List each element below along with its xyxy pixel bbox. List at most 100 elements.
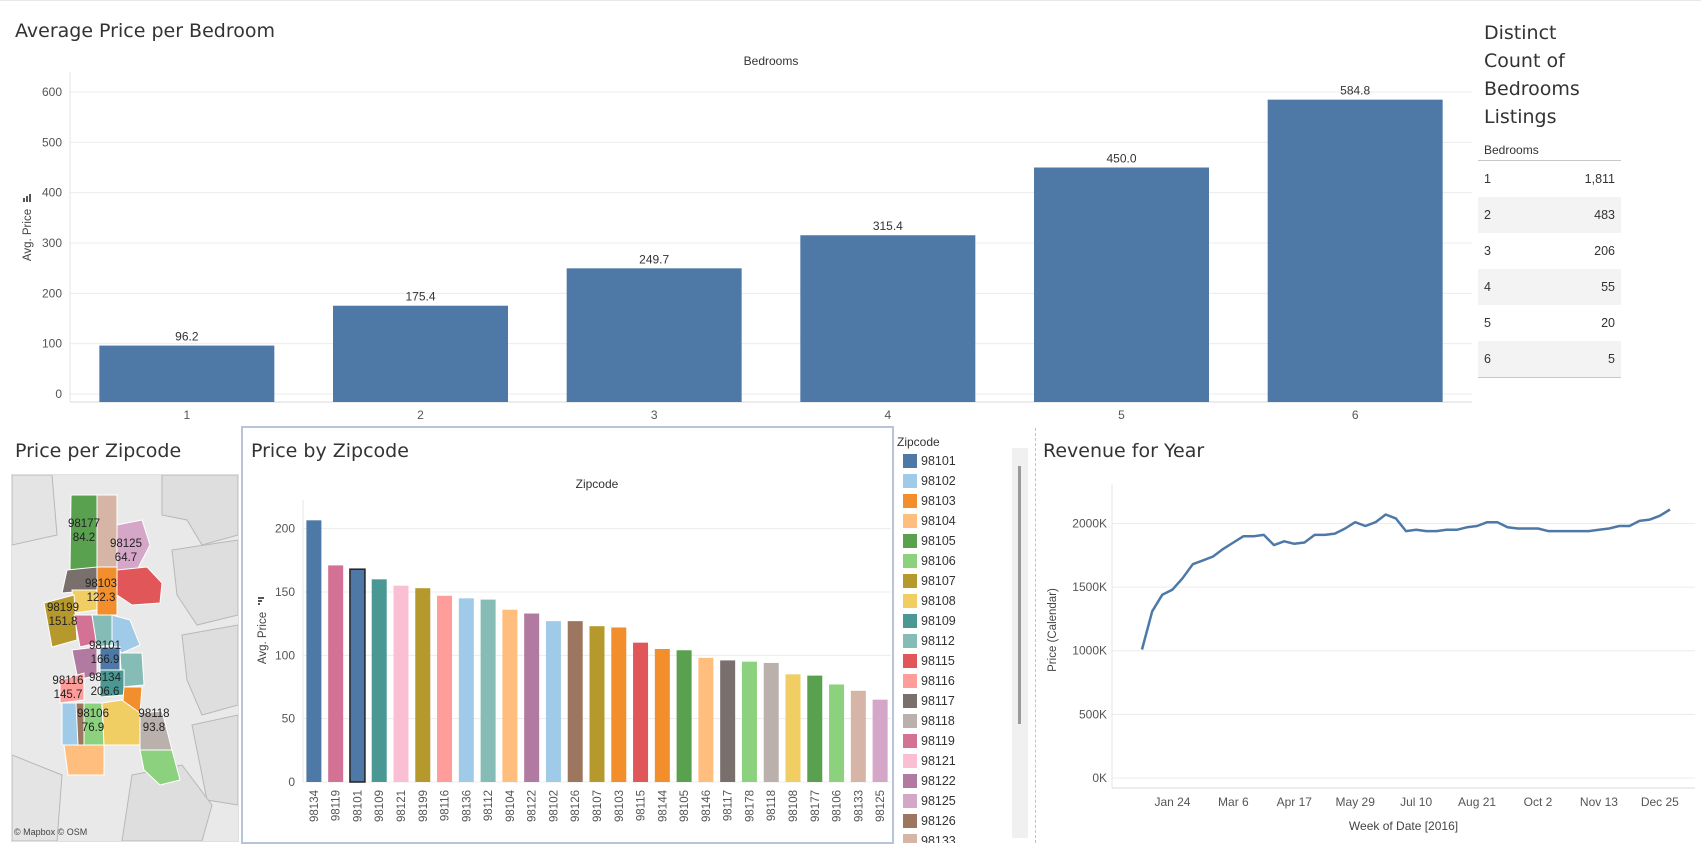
map-label-zip: 98106	[77, 708, 109, 720]
x-tick-label: Apr 17	[1277, 795, 1313, 809]
legend-item[interactable]: 98103	[897, 491, 1015, 511]
map-label-value: 145.7	[54, 689, 83, 701]
legend-label: 98105	[921, 534, 956, 548]
zip-region[interactable]	[59, 672, 85, 704]
map-label-value: 206.6	[91, 686, 120, 698]
x-tick-label: Aug 21	[1458, 795, 1496, 809]
legend-swatch	[903, 474, 917, 488]
legend-swatch	[903, 494, 917, 508]
data-label: 584.8	[1340, 84, 1370, 98]
legend-item[interactable]: 98104	[897, 511, 1015, 531]
bar	[763, 662, 779, 782]
table-row[interactable]: 3 206	[1478, 233, 1621, 269]
x-tick-label: 6	[1352, 408, 1359, 422]
bar	[437, 595, 453, 782]
table-row[interactable]: 5 20	[1478, 305, 1621, 341]
legend-swatch	[903, 754, 917, 768]
sort-icon	[29, 194, 31, 202]
legend-scroll-thumb[interactable]	[1018, 466, 1021, 724]
legend-item[interactable]: 98101	[897, 451, 1015, 471]
zip-region[interactable]	[116, 519, 151, 574]
bar	[741, 661, 757, 782]
bar	[800, 235, 976, 402]
legend-item[interactable]: 98112	[897, 631, 1015, 651]
legend-item[interactable]: 98109	[897, 611, 1015, 631]
map-label-zip: 98118	[138, 708, 169, 720]
zip-region[interactable]	[63, 744, 105, 776]
bar	[480, 599, 496, 782]
legend-title: Zipcode	[897, 435, 940, 449]
x-tick-label: 98106	[832, 790, 844, 822]
x-tick-label: 98121	[396, 790, 408, 822]
legend-item[interactable]: 98102	[897, 471, 1015, 491]
data-label: 315.4	[873, 219, 903, 233]
sort-icon	[23, 198, 25, 202]
x-tick-label: 98178	[744, 790, 756, 822]
x-tick-label: 98107	[592, 790, 604, 822]
bar	[611, 627, 627, 782]
zipcode-map[interactable]: 98177 84.2 98125 64.7 98103 122.3 98199 …	[11, 474, 239, 842]
legend-item[interactable]: 98105	[897, 531, 1015, 551]
x-tick-label: 4	[884, 408, 891, 422]
legend-item[interactable]: 98115	[897, 651, 1015, 671]
legend-swatch	[903, 794, 917, 808]
x-tick-label: 1	[183, 408, 190, 422]
map-label-zip: 98103	[85, 578, 117, 590]
legend-item[interactable]: 98118	[897, 711, 1015, 731]
table-bottom-rule	[1478, 377, 1621, 378]
legend-swatch	[903, 514, 917, 528]
legend-label: 98133	[921, 834, 956, 843]
zip-region[interactable]	[96, 566, 118, 616]
distinct-title-line: Distinct	[1484, 22, 1557, 44]
bedroom-chart-title: Average Price per Bedroom	[15, 20, 275, 42]
x-tick-label: 98102	[548, 790, 560, 822]
legend-swatch	[903, 634, 917, 648]
legend-item[interactable]: 98106	[897, 551, 1015, 571]
zip-region[interactable]	[43, 594, 78, 648]
zip-region[interactable]	[111, 614, 141, 654]
legend-item[interactable]: 98108	[897, 591, 1015, 611]
legend-swatch	[903, 734, 917, 748]
legend-item[interactable]: 98122	[897, 771, 1015, 791]
legend-item[interactable]: 98125	[897, 791, 1015, 811]
legend-label: 98118	[921, 714, 955, 728]
column-header: Bedrooms	[744, 54, 799, 68]
zip-region[interactable]	[116, 566, 163, 606]
x-tick-label: 98118	[766, 790, 778, 821]
x-tick-label: May 29	[1336, 795, 1376, 809]
legend-item[interactable]: 98119	[897, 731, 1015, 751]
x-tick-label: Dec 25	[1641, 795, 1679, 809]
table-row[interactable]: 4 55	[1478, 269, 1621, 305]
bar	[349, 568, 366, 783]
row-bedrooms: 4	[1484, 280, 1491, 294]
legend-item[interactable]: 98121	[897, 751, 1015, 771]
legend-item[interactable]: 98107	[897, 571, 1015, 591]
legend-item[interactable]: 98126	[897, 811, 1015, 831]
legend-swatch	[903, 774, 917, 788]
bar	[872, 699, 888, 782]
x-tick-label: 98126	[570, 790, 582, 822]
table-row[interactable]: 1 1,811	[1478, 161, 1621, 197]
sort-icon	[26, 196, 28, 202]
legend-item[interactable]: 98116	[897, 671, 1015, 691]
table-row[interactable]: 2 483	[1478, 197, 1621, 233]
legend-item[interactable]: 98117	[897, 691, 1015, 711]
legend-label: 98102	[921, 474, 956, 488]
zip-region[interactable]	[71, 646, 98, 681]
map-label-zip: 98134	[89, 672, 122, 684]
bar	[393, 585, 409, 782]
data-label: 175.4	[405, 290, 435, 304]
map-canvas: 98177 84.2 98125 64.7 98103 122.3 98199 …	[12, 475, 238, 841]
y-tick-label: 500	[42, 135, 62, 149]
map-attribution: © Mapbox © OSM	[14, 827, 88, 837]
data-label: 249.7	[639, 252, 669, 266]
bar	[566, 268, 742, 402]
x-tick-label: 98117	[723, 790, 735, 821]
legend-item[interactable]: 98133	[897, 831, 1015, 843]
legend-swatch	[903, 654, 917, 668]
zip-region[interactable]	[139, 749, 181, 786]
legend-swatch	[903, 594, 917, 608]
bar	[785, 674, 801, 782]
x-tick-label: 98109	[374, 790, 386, 822]
